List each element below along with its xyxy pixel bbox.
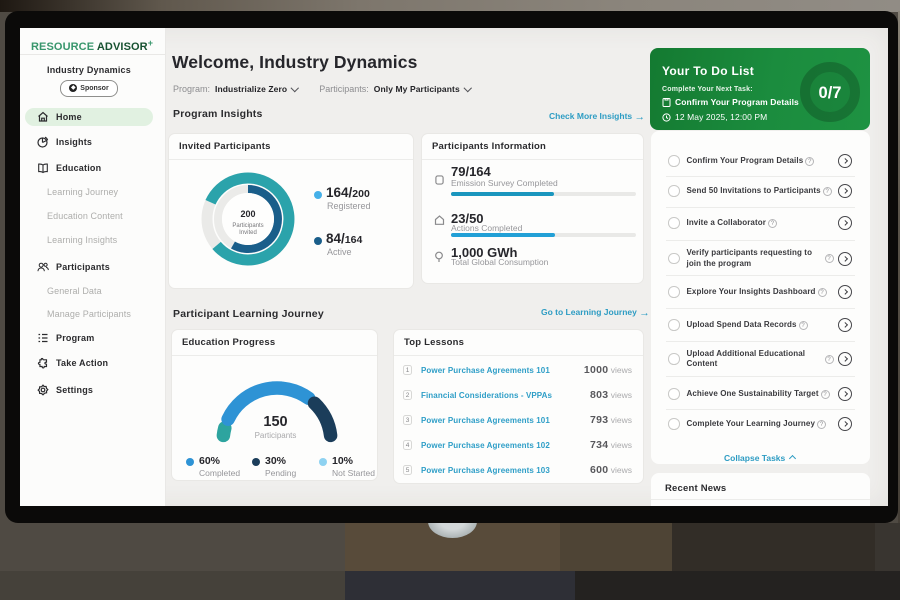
svg-text:200: 200 xyxy=(240,209,255,219)
svg-text:Invited: Invited xyxy=(239,230,257,236)
svg-text:0/7: 0/7 xyxy=(819,84,842,102)
svg-text:Participants: Participants xyxy=(232,223,263,229)
